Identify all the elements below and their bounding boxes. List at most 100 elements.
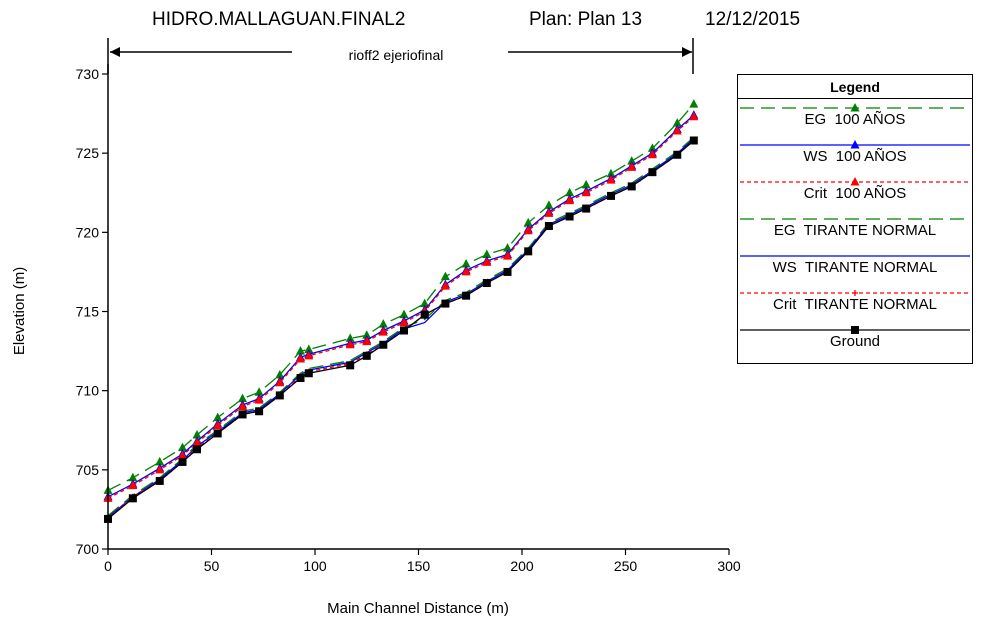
data-point xyxy=(420,298,430,308)
data-point xyxy=(581,179,591,189)
data-point xyxy=(399,309,409,319)
y-tick-label: 705 xyxy=(76,462,100,478)
y-tick-label: 725 xyxy=(76,145,100,161)
data-point xyxy=(440,271,450,281)
data-point xyxy=(647,149,657,159)
x-tick-label: 100 xyxy=(303,558,327,574)
data-point xyxy=(255,407,264,416)
data-point xyxy=(178,442,188,452)
legend-swatch xyxy=(740,103,970,112)
data-point xyxy=(193,445,202,454)
y-tick-label: 715 xyxy=(76,304,100,320)
data-point xyxy=(128,494,137,503)
reach-label: rioff2 ejeriofinal xyxy=(348,47,444,63)
data-point xyxy=(304,350,314,360)
legend-label: EG 100 AÑOS xyxy=(804,111,906,128)
data-point xyxy=(461,266,471,276)
data-point xyxy=(296,374,305,382)
legend-entry: WS 100 AÑOS xyxy=(738,136,972,172)
data-point xyxy=(627,182,636,191)
data-point xyxy=(362,351,371,360)
legend-swatch-marker xyxy=(850,177,860,186)
date-label: 12/12/2015 xyxy=(705,9,801,30)
legend-label: Crit TIRANTE NORMAL xyxy=(773,296,937,313)
legend-swatch-marker xyxy=(850,140,860,149)
data-point xyxy=(399,317,409,327)
series-ws-100-a-os xyxy=(103,110,699,501)
legend-label: WS 100 AÑOS xyxy=(803,148,907,165)
data-point xyxy=(482,279,491,287)
data-point xyxy=(461,259,471,268)
data-point xyxy=(565,195,575,205)
plan-label: Plan: Plan 13 xyxy=(529,9,643,30)
data-point xyxy=(254,395,264,404)
legend-swatch xyxy=(740,140,970,149)
data-point xyxy=(128,472,138,482)
data-point xyxy=(544,208,554,217)
legend-label: Crit 100 AÑOS xyxy=(803,185,907,202)
data-point xyxy=(362,336,372,346)
legend-swatch xyxy=(740,326,970,334)
series-layer xyxy=(103,99,699,523)
reach-arrow-left-head xyxy=(110,47,120,57)
data-point xyxy=(689,99,699,108)
data-point xyxy=(304,369,313,378)
x-tick-label: 0 xyxy=(104,558,112,574)
data-point xyxy=(607,191,616,200)
legend-swatch xyxy=(740,290,970,296)
x-axis-label: Main Channel Distance (m) xyxy=(327,600,509,617)
data-point xyxy=(503,243,513,252)
x-tick-label: 150 xyxy=(407,558,431,574)
data-point xyxy=(238,401,248,410)
data-point xyxy=(275,391,284,400)
data-point xyxy=(606,175,616,184)
data-point xyxy=(213,412,223,422)
legend-label: Ground xyxy=(829,333,881,350)
series-line xyxy=(107,103,695,491)
data-point xyxy=(503,251,513,260)
data-point xyxy=(462,291,471,300)
legend-swatch-marker xyxy=(852,290,858,296)
data-point xyxy=(689,136,698,145)
legend-entry: Ground xyxy=(738,321,972,357)
data-point xyxy=(155,464,165,474)
series-eg-tirante-normal xyxy=(107,136,695,517)
legend-title: Legend xyxy=(738,75,972,99)
data-point xyxy=(378,327,388,336)
data-point xyxy=(128,480,138,490)
data-point xyxy=(345,333,355,342)
data-point xyxy=(503,267,512,276)
x-tick-label: 200 xyxy=(510,558,534,574)
data-point xyxy=(378,319,388,328)
data-point xyxy=(420,310,429,319)
y-tick-label: 720 xyxy=(76,224,100,240)
data-point xyxy=(238,410,247,419)
data-point xyxy=(482,249,492,258)
data-point xyxy=(689,111,699,121)
y-tick-label: 710 xyxy=(76,383,100,399)
data-point xyxy=(178,457,187,466)
legend-swatch xyxy=(740,255,970,257)
data-point xyxy=(441,299,450,308)
data-point xyxy=(672,126,682,135)
y-tick-label: 700 xyxy=(76,541,100,557)
data-point xyxy=(346,361,355,370)
legend-entry: Crit TIRANTE NORMAL xyxy=(738,284,972,320)
series-eg-100-a-os xyxy=(103,99,699,494)
legend-swatch-marker xyxy=(851,326,859,334)
series-crit-100-a-os xyxy=(103,111,699,502)
legend-swatch xyxy=(740,177,970,186)
data-point xyxy=(362,330,372,339)
data-point xyxy=(178,450,188,460)
axes-layer: 0 50 100 150 200 250 300 700 705 710 715 720 725 730 xyxy=(76,64,741,574)
data-point xyxy=(296,354,306,363)
series-line xyxy=(107,136,695,517)
data-point xyxy=(565,187,575,197)
data-point xyxy=(523,217,533,227)
data-point xyxy=(400,326,409,335)
legend-entry: Crit 100 AÑOS xyxy=(738,173,972,209)
data-point xyxy=(192,437,202,447)
legend-label: WS TIRANTE NORMAL xyxy=(772,259,938,276)
data-point xyxy=(213,420,223,429)
